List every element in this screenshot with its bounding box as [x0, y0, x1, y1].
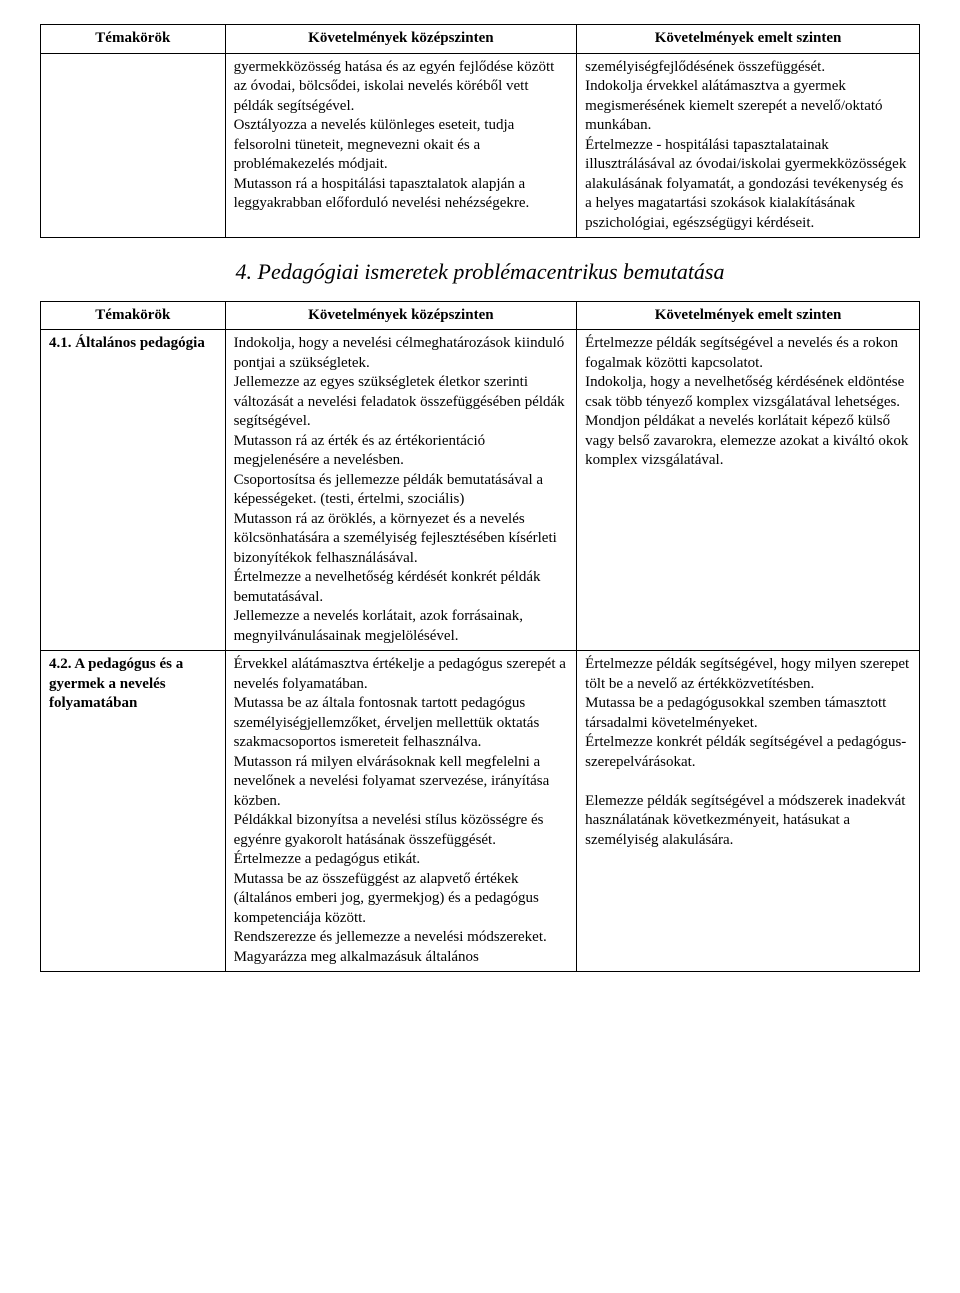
table-upper: Témakörök Követelmények középszinten Köv… — [40, 24, 920, 238]
cell-mid: gyermekközösség hatása és az egyén fejlő… — [225, 53, 577, 238]
table-row: 4.2. A pedagógus és a gyermek a nevelés … — [41, 651, 920, 972]
cell-topic — [41, 53, 226, 238]
table-header-row: Témakörök Követelmények középszinten Köv… — [41, 25, 920, 54]
cell-topic: 4.1. Általános pedagógia — [41, 330, 226, 651]
table-row: 4.1. Általános pedagógia Indokolja, hogy… — [41, 330, 920, 651]
table-lower: Témakörök Követelmények középszinten Köv… — [40, 301, 920, 973]
header-adv: Követelmények emelt szinten — [577, 25, 920, 54]
cell-adv: Értelmezze példák segítségével a nevelés… — [577, 330, 920, 651]
cell-adv: személyiségfejlődésének összefüggését. I… — [577, 53, 920, 238]
section-title: 4. Pedagógiai ismeretek problémacentriku… — [40, 258, 920, 287]
cell-adv: Értelmezze példák segítségével, hogy mil… — [577, 651, 920, 972]
topic-label: 4.1. Általános pedagógia — [49, 335, 205, 351]
cell-topic: 4.2. A pedagógus és a gyermek a nevelés … — [41, 651, 226, 972]
header-topic: Témakörök — [41, 301, 226, 330]
header-mid: Követelmények középszinten — [225, 25, 577, 54]
table-header-row: Témakörök Követelmények középszinten Köv… — [41, 301, 920, 330]
cell-mid: Indokolja, hogy a nevelési célmeghatároz… — [225, 330, 577, 651]
header-topic: Témakörök — [41, 25, 226, 54]
table-row: gyermekközösség hatása és az egyén fejlő… — [41, 53, 920, 238]
topic-label: 4.2. A pedagógus és a gyermek a nevelés … — [49, 656, 183, 711]
header-mid: Követelmények középszinten — [225, 301, 577, 330]
cell-mid: Érvekkel alátámasztva értékelje a pedagó… — [225, 651, 577, 972]
header-adv: Követelmények emelt szinten — [577, 301, 920, 330]
